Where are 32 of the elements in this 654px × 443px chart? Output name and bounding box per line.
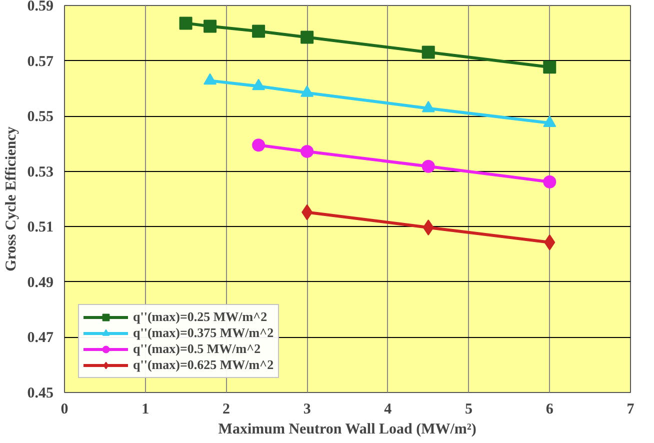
point — [204, 20, 217, 33]
y-tick-label: 0.51 — [27, 220, 54, 236]
legend-label: q''(max)=0.5 MW/m^2 — [133, 341, 261, 357]
y-tick-label: 0.57 — [27, 54, 54, 70]
y-tick-label: 0.53 — [27, 164, 54, 180]
x-tick-label: 2 — [222, 402, 230, 418]
x-tick-label: 6 — [546, 402, 554, 418]
x-tick-label: 5 — [465, 402, 473, 418]
x-axis-title: Maximum Neutron Wall Load (MW/m²) — [218, 422, 476, 438]
legend-label: q''(max)=0.25 MW/m^2 — [133, 309, 268, 325]
point — [252, 138, 266, 152]
legend-label: q''(max)=0.375 MW/m^2 — [133, 325, 274, 341]
x-tick-label: 4 — [384, 402, 392, 418]
x-tick-label: 7 — [626, 402, 635, 418]
point — [422, 46, 435, 59]
point — [543, 175, 556, 188]
x-tick-label: 3 — [303, 402, 311, 418]
point — [300, 30, 314, 44]
point — [422, 160, 435, 173]
y-tick-label: 0.49 — [27, 274, 54, 291]
y-tick-label: 0.59 — [27, 0, 54, 14]
y-axis-title: Gross Cycle Efficiency — [3, 126, 20, 272]
y-tick-label: 0.55 — [27, 109, 54, 126]
x-tick-label: 1 — [142, 402, 150, 418]
x-tick-label: 0 — [60, 402, 68, 418]
y-tick-label: 0.47 — [27, 330, 54, 346]
legend-label: q''(max)=0.625 MW/m^2 — [133, 357, 274, 373]
point — [300, 144, 314, 158]
point — [179, 16, 192, 30]
y-tick-label: 0.45 — [27, 386, 54, 402]
point — [543, 60, 556, 74]
point — [252, 24, 266, 38]
